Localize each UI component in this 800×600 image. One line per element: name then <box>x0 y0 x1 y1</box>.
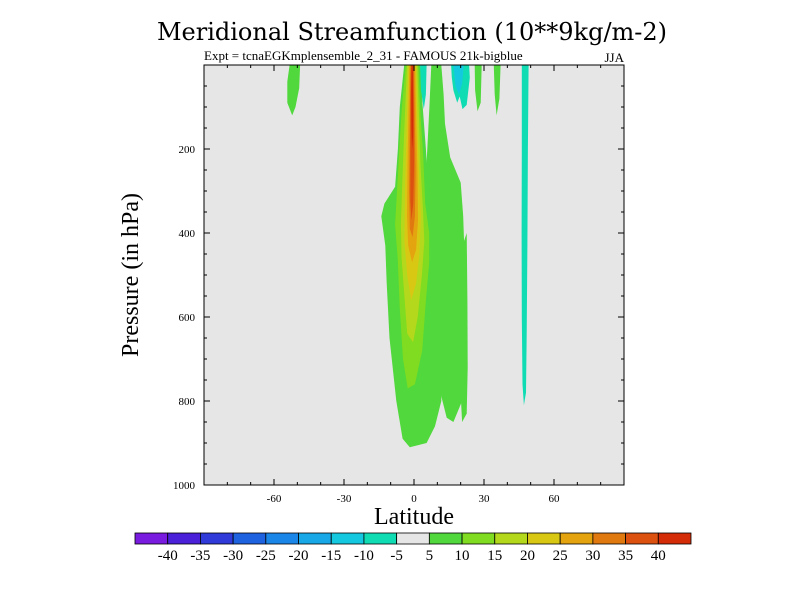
x-axis-label: Latitude <box>374 504 454 530</box>
colorbar-swatch <box>265 532 299 545</box>
contour-region-right-plume-b <box>459 233 468 422</box>
colorbar-swatch <box>527 532 561 545</box>
axis-ticks: -60 -30 0 30 60 200 400 600 800 1000 <box>173 65 624 505</box>
colorbar-label: 10 <box>455 548 470 564</box>
chart-subtitle: Expt = tcnaEGKmplensemble_2_31 - FAMOUS … <box>204 48 523 63</box>
colorbar-swatch <box>298 532 332 545</box>
contour-region-right-negative-strip <box>521 65 529 406</box>
y-axis-label: Pressure (in hPa) <box>118 193 144 357</box>
contour-regions <box>287 65 529 448</box>
y-tick-label: 1000 <box>173 480 196 492</box>
colorbar-label: 15 <box>487 548 502 564</box>
colorbar-label: -30 <box>223 548 243 564</box>
colorbar-swatch <box>494 532 528 545</box>
colorbar-swatch <box>657 532 692 545</box>
y-tick-label: 400 <box>179 228 196 240</box>
contour-region-left-weak-positive <box>287 65 301 116</box>
colorbar-label: -40 <box>158 548 178 564</box>
colorbar-label: 25 <box>553 548 568 564</box>
colorbar-swatch <box>559 532 594 545</box>
chart-title: Meridional Streamfunction (10**9kg/m-2) <box>157 18 667 46</box>
colorbar-swatch <box>200 532 234 545</box>
colorbar-label: 30 <box>585 548 600 564</box>
contour-region-top-negative-a <box>420 65 427 110</box>
colorbar-label: 20 <box>520 548 535 564</box>
colorbar-label: -25 <box>256 548 276 564</box>
colorbar-label: -35 <box>190 548 210 564</box>
contour-region-right-strip-top-2 <box>474 65 482 112</box>
y-tick-label: 800 <box>179 396 196 408</box>
colorbar-swatch <box>232 532 267 545</box>
contour-region-right-strip-top <box>493 65 501 116</box>
colorbar: -40 -35 -30 -25 -20 -15 -10 -5 5 10 15 20 25 30 35 40 <box>134 532 692 564</box>
contour-region-right-plume-a <box>425 65 465 422</box>
colorbar-swatch <box>461 532 496 545</box>
colorbar-swatch <box>330 532 365 545</box>
colorbar-swatch <box>134 532 169 545</box>
colorbar-swatch <box>396 532 430 545</box>
contour-region-top-negative-b-core <box>453 65 464 95</box>
x-tick-label: 60 <box>549 493 561 505</box>
colorbar-label: -20 <box>289 548 309 564</box>
colorbar-label: -15 <box>321 548 341 564</box>
y-tick-label: 600 <box>179 312 196 324</box>
colorbar-swatch <box>428 532 463 545</box>
x-tick-label: 30 <box>479 493 491 505</box>
colorbar-label: 40 <box>651 548 666 564</box>
season-label: JJA <box>604 50 624 65</box>
x-tick-label: -60 <box>267 493 282 505</box>
colorbar-label: 35 <box>618 548 633 564</box>
colorbar-label: -10 <box>354 548 374 564</box>
colorbar-label: -5 <box>390 548 403 564</box>
colorbar-swatch <box>625 532 659 545</box>
colorbar-label: 5 <box>426 548 434 564</box>
contour-region-central-positive-40 <box>411 65 414 149</box>
x-tick-label: 0 <box>411 493 417 505</box>
colorbar-swatch <box>167 532 201 545</box>
x-tick-label: -30 <box>337 493 352 505</box>
colorbar-swatch <box>592 532 626 545</box>
colorbar-swatch <box>363 532 398 545</box>
y-tick-label: 200 <box>179 144 196 156</box>
